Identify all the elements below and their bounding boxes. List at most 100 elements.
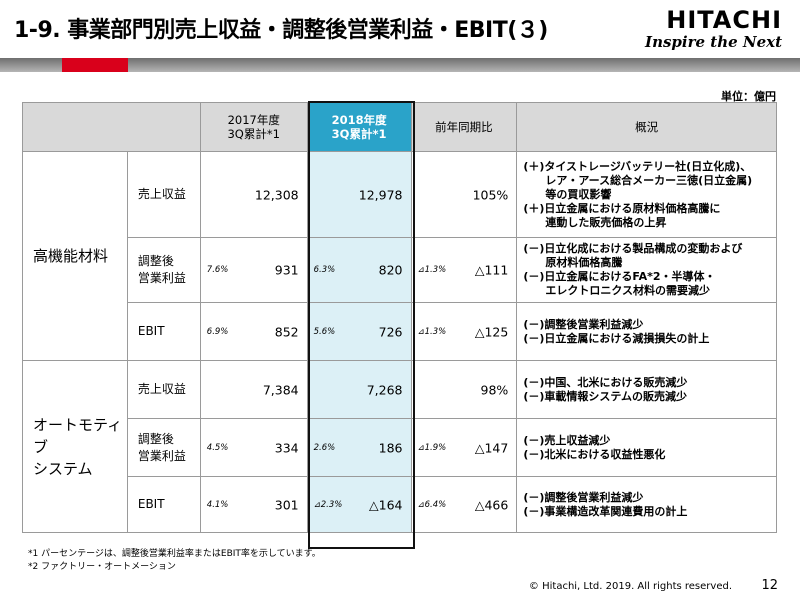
metric-label: EBIT [126,302,201,361]
header-overview: 概況 [516,102,777,152]
overview-line: 原材料価格高騰 [523,256,623,269]
header-current-year: 2018年度 3Q累計*1 [306,102,412,152]
overview-line: 連動した販売価格の上昇 [523,215,667,229]
overview-line: (－)北米における収益性悪化 [523,447,666,461]
logo-tagline: Inspire the Next [645,33,782,51]
overview-line: (－)車載情報システムの販売減少 [523,389,688,403]
current-year-value: 820 [378,262,403,278]
prev-year-value: 301 [274,497,299,512]
current-year-cell: 12,978 [306,151,412,238]
logo-brand: HITACHI [666,6,782,34]
table-row: 調整後 営業利益 7.6% 931 6.3% 820 ⊿1.3% △111 (－)日立化成にお… [23,237,777,303]
yoy-pct: ⊿1.3% [417,265,447,275]
header-prev-year: 2017年度 3Q累計*1 [199,102,308,152]
overview-line: (－)調整後営業利益減少 [523,317,644,331]
footnote-1: *1 パーセンテージは、調整後営業利益率またはEBIT率を示しています。 [28,549,321,559]
header-yoy: 前年同期比 [410,102,518,152]
footnote-2: *2 ファクトリー・オートメーション [28,562,176,572]
metric-label: EBIT [126,476,201,533]
overview-cell: (－)調整後営業利益減少 (－)日立金属における減損損失の計上 [516,302,777,361]
overview-line: (－)日立化成における製品構成の変動および [523,242,743,255]
yoy-value: 98% [480,382,509,397]
metric-label: 調整後 営業利益 [126,237,201,303]
prev-year-cell: 6.9% 852 [199,302,308,361]
table-row: EBIT 4.1% 301 ⊿2.3% △164 ⊿6.4% △466 (－)調整後営業利益減… [23,476,777,533]
prev-year-cell: 12,308 [199,151,308,238]
overview-cell: (－)売上収益減少 (－)北米における収益性悪化 [516,418,777,477]
metric-label: 調整後 営業利益 [126,418,201,477]
yoy-value: △125 [474,324,509,339]
prev-year-pct: 4.1% [206,499,229,510]
current-year-value: 12,978 [358,187,403,202]
header-blank [22,102,201,152]
overview-line: レア・アース総合メーカー三徳(日立金属) [523,173,753,187]
prev-year-value: 12,308 [254,187,299,202]
yoy-value: △111 [474,262,509,278]
overview-line: (－)中国、北米における販売減少 [523,375,688,389]
current-year-cell: 5.6% 726 [306,302,412,361]
table-row: 高機能材料 売上収益 12,308 12,978 105% (＋)タイストレージバッテリー… [22,151,777,361]
page-number: 12 [761,578,778,593]
current-year-pct: 5.6% [313,326,336,337]
current-year-cell: ⊿2.3% △164 [306,476,412,533]
current-year-value: △164 [369,497,403,512]
current-year-pct: 2.6% [313,442,336,453]
current-year-value: 726 [378,324,403,339]
overview-line: (＋)タイストレージバッテリー社(日立化成)、 [523,159,752,173]
overview-line: (－)事業構造改革関連費用の計上 [523,504,688,518]
hitachi-logo: HITACHI Inspire the Next [645,6,782,50]
segment-name: 高機能材料 [22,151,128,361]
yoy-cell: ⊿1.3% △111 [410,237,518,303]
prev-year-cell: 4.5% 334 [199,418,308,477]
overview-line: (－)日立金属におけるFA*2・半導体・ [523,270,716,283]
current-year-cell: 7,268 [306,360,412,419]
table-header-row: 2017年度 3Q累計*1 2018年度 3Q累計*1 前年同期比 概況 [22,102,777,152]
yoy-cell: 98% [410,360,518,419]
yoy-cell: ⊿6.4% △466 [410,476,518,533]
table-row: EBIT 6.9% 852 5.6% 726 ⊿1.3% △125 (－)調整後営業利益減少(… [23,302,777,361]
prev-year-value: 7,384 [262,382,299,397]
overview-line: (＋)日立金属における原材料価格高騰に [523,201,721,215]
prev-year-value: 931 [274,262,299,278]
yoy-pct: ⊿1.9% [417,442,447,453]
metric-label: 売上収益 [126,151,201,238]
yoy-pct: ⊿1.3% [417,326,447,337]
prev-year-value: 334 [274,440,299,455]
unit-label: 単位：億円 [721,90,776,103]
header-bar [0,58,800,72]
overview-cell: (－)中国、北米における販売減少 (－)車載情報システムの販売減少 [516,360,777,419]
current-year-value: 186 [378,440,403,455]
yoy-value: △147 [474,440,509,455]
prev-year-pct: 7.6% [206,265,229,275]
yoy-cell: ⊿1.3% △125 [410,302,518,361]
metric-label: 売上収益 [126,360,201,419]
current-year-cell: 2.6% 186 [306,418,412,477]
prev-year-pct: 6.9% [206,326,229,337]
prev-year-value: 852 [274,324,299,339]
current-year-cell: 6.3% 820 [306,237,412,303]
prev-year-cell: 7,384 [199,360,308,419]
yoy-value: △466 [474,497,509,512]
segment-name: オートモティブ システム [22,360,128,533]
overview-line: (－)調整後営業利益減少 [523,490,644,504]
overview-line: (－)売上収益減少 [523,433,611,447]
prev-year-pct: 4.5% [206,442,229,453]
footnotes: *1 パーセンテージは、調整後営業利益率またはEBIT率を示しています。 *2 … [28,548,321,574]
current-year-value: 7,268 [366,382,403,397]
copyright: © Hitachi, Ltd. 2019. All rights reserve… [528,581,732,592]
overview-line: 等の買収影響 [523,187,612,201]
yoy-pct: ⊿6.4% [417,499,447,510]
segment-table: 2017年度 3Q累計*1 2018年度 3Q累計*1 前年同期比 概況 高機能… [22,102,777,533]
yoy-cell: ⊿1.9% △147 [410,418,518,477]
overview-line: (－)日立金属における減損損失の計上 [523,331,710,345]
header-bar-accent [62,58,128,72]
yoy-value: 105% [472,187,509,202]
overview-cell: (＋)タイストレージバッテリー社(日立化成)、 レア・アース総合メーカー三徳(日… [516,151,777,238]
current-year-pct: 6.3% [313,265,336,275]
prev-year-cell: 7.6% 931 [199,237,308,303]
yoy-cell: 105% [410,151,518,238]
page-title: 1-9. 事業部門別売上収益・調整後営業利益・EBIT(３) [14,18,548,43]
overview-line: エレクトロニクス材料の需要減少 [523,284,710,297]
table-row: オートモティブ システム 売上収益 7,384 7,268 98% (－)中国、北米におけ… [22,360,777,533]
overview-cell: (－)日立化成における製品構成の変動および 原材料価格高騰 (－)日立金属における… [516,237,777,303]
